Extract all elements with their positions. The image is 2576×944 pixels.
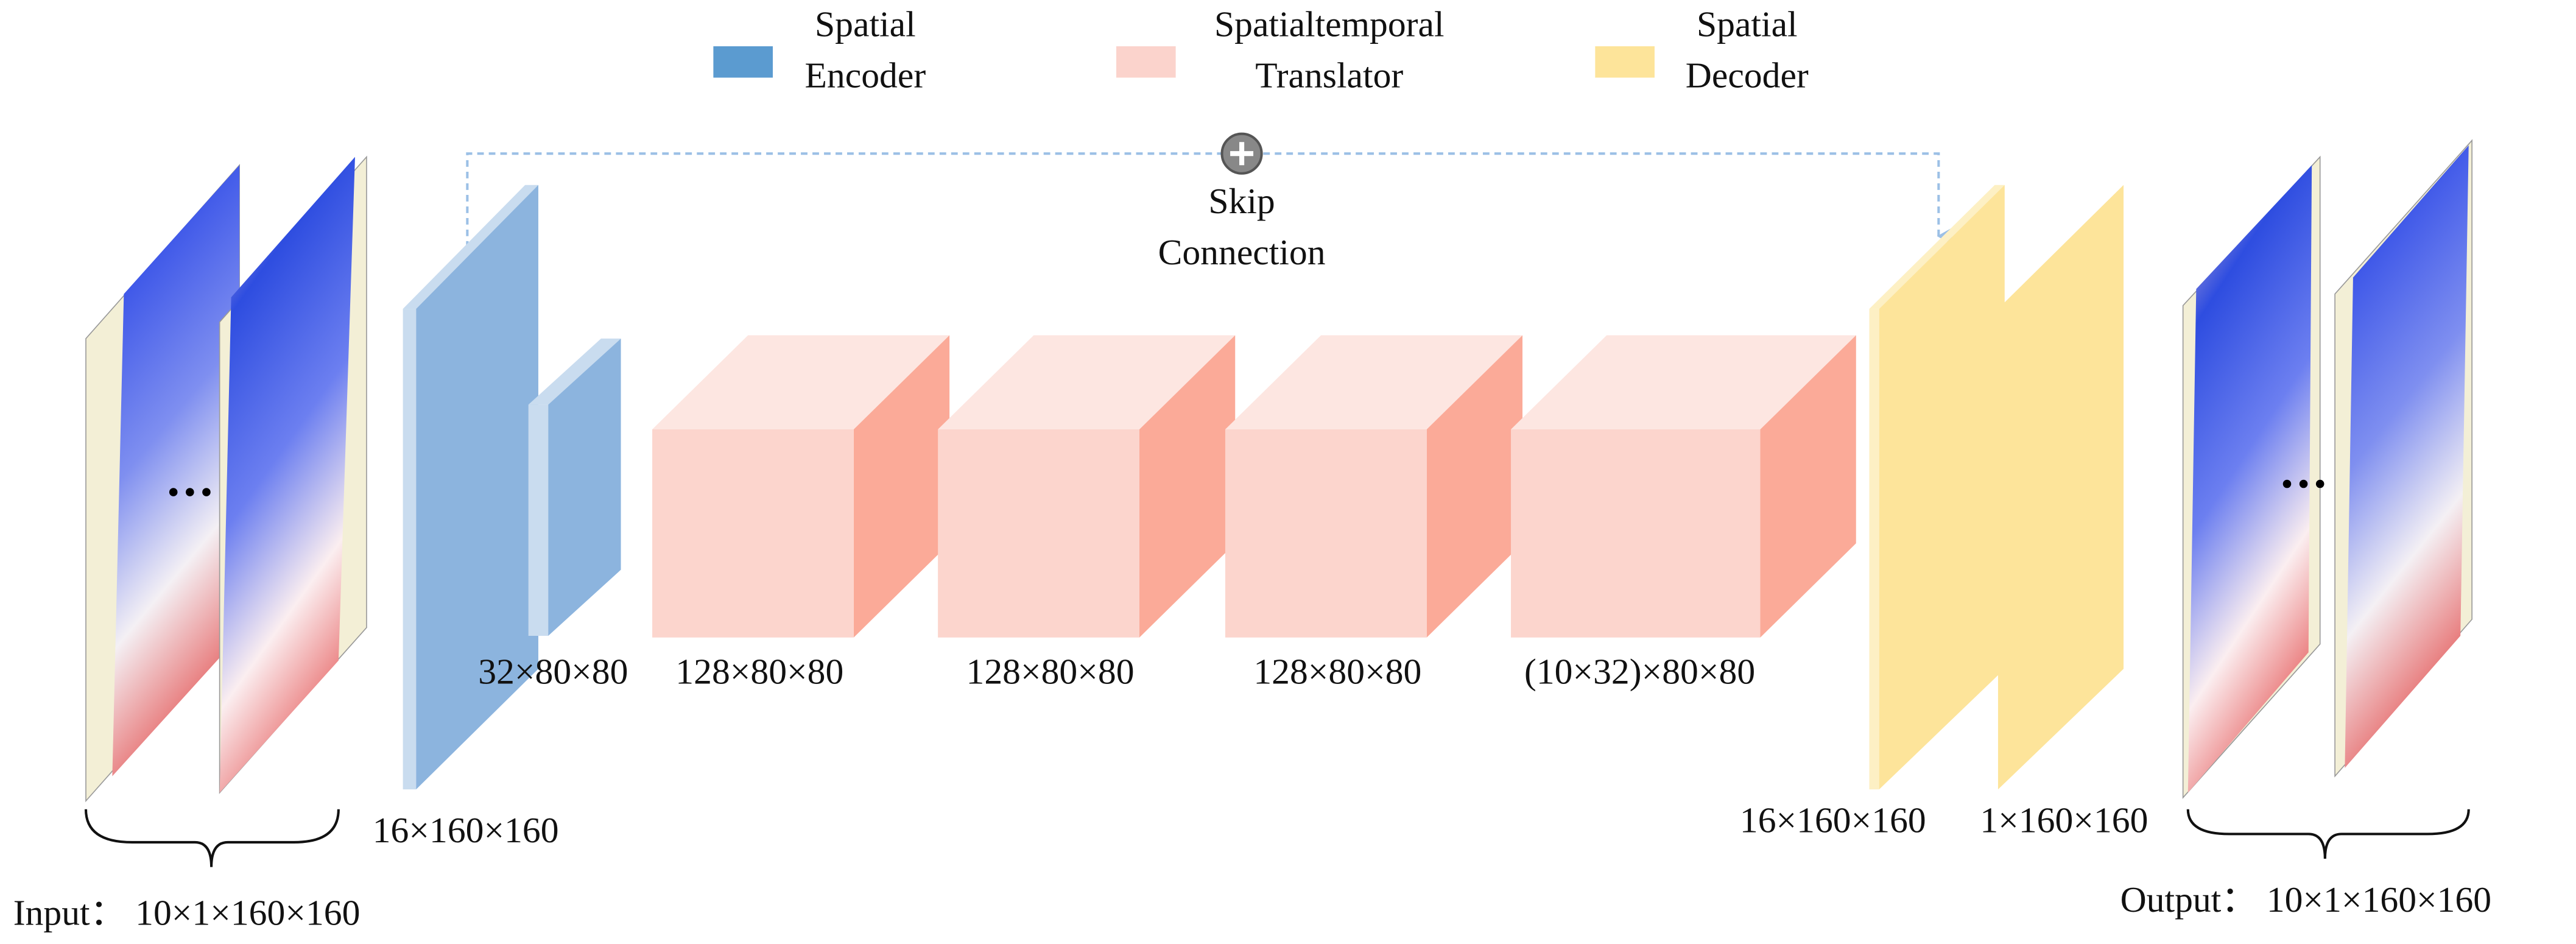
cube-face: [652, 335, 950, 430]
dim-label: 16×160×160: [373, 810, 559, 850]
dim-label: 128×80×80: [675, 652, 843, 692]
cube-face: [652, 429, 854, 638]
legend-label: Decoder: [1686, 55, 1809, 96]
output-label: Output： 10×1×160×160: [2120, 879, 2492, 920]
cube-face: [1225, 335, 1523, 430]
dim-label: 128×80×80: [966, 652, 1135, 692]
cube-face: [938, 429, 1139, 638]
cube-face: [1511, 335, 1856, 430]
cube-face: [853, 335, 950, 638]
add-symbol: [1220, 132, 1263, 175]
dim-label: 1×160×160: [1980, 800, 2148, 840]
encoder-block: [403, 185, 621, 790]
cube-face: [1225, 429, 1427, 638]
legend-swatch: [1595, 46, 1655, 78]
skip-label: Skip: [1208, 181, 1275, 221]
cube-face: [1511, 429, 1761, 638]
legend-swatch: [713, 46, 773, 78]
cube-face: [1426, 335, 1523, 638]
legend-label: Spatial: [1697, 4, 1798, 44]
input-maps: [84, 155, 367, 867]
legend-label: Spatialtemporal: [1214, 4, 1445, 44]
legend-label: Encoder: [804, 55, 926, 96]
dim-label: 128×80×80: [1253, 652, 1421, 692]
cube-face: [1760, 335, 1856, 638]
legend-label: Spatial: [815, 4, 916, 44]
cube-face: [938, 335, 1236, 430]
dim-label: 32×80×80: [478, 652, 628, 692]
skip-line: [466, 152, 1952, 248]
input-label: Input： 10×1×160×160: [13, 893, 361, 933]
output-maps: [2182, 139, 2472, 859]
translator-blocks: [652, 335, 1856, 638]
dim-label: 16×160×160: [1740, 800, 1926, 840]
decoder-block: [1869, 185, 2124, 790]
skip-label: Connection: [1158, 232, 1326, 272]
legend-label: Translator: [1255, 55, 1403, 96]
legend-swatch: [1116, 46, 1176, 78]
dim-label: (10×32)×80×80: [1524, 652, 1755, 692]
cube-face: [1139, 335, 1236, 638]
